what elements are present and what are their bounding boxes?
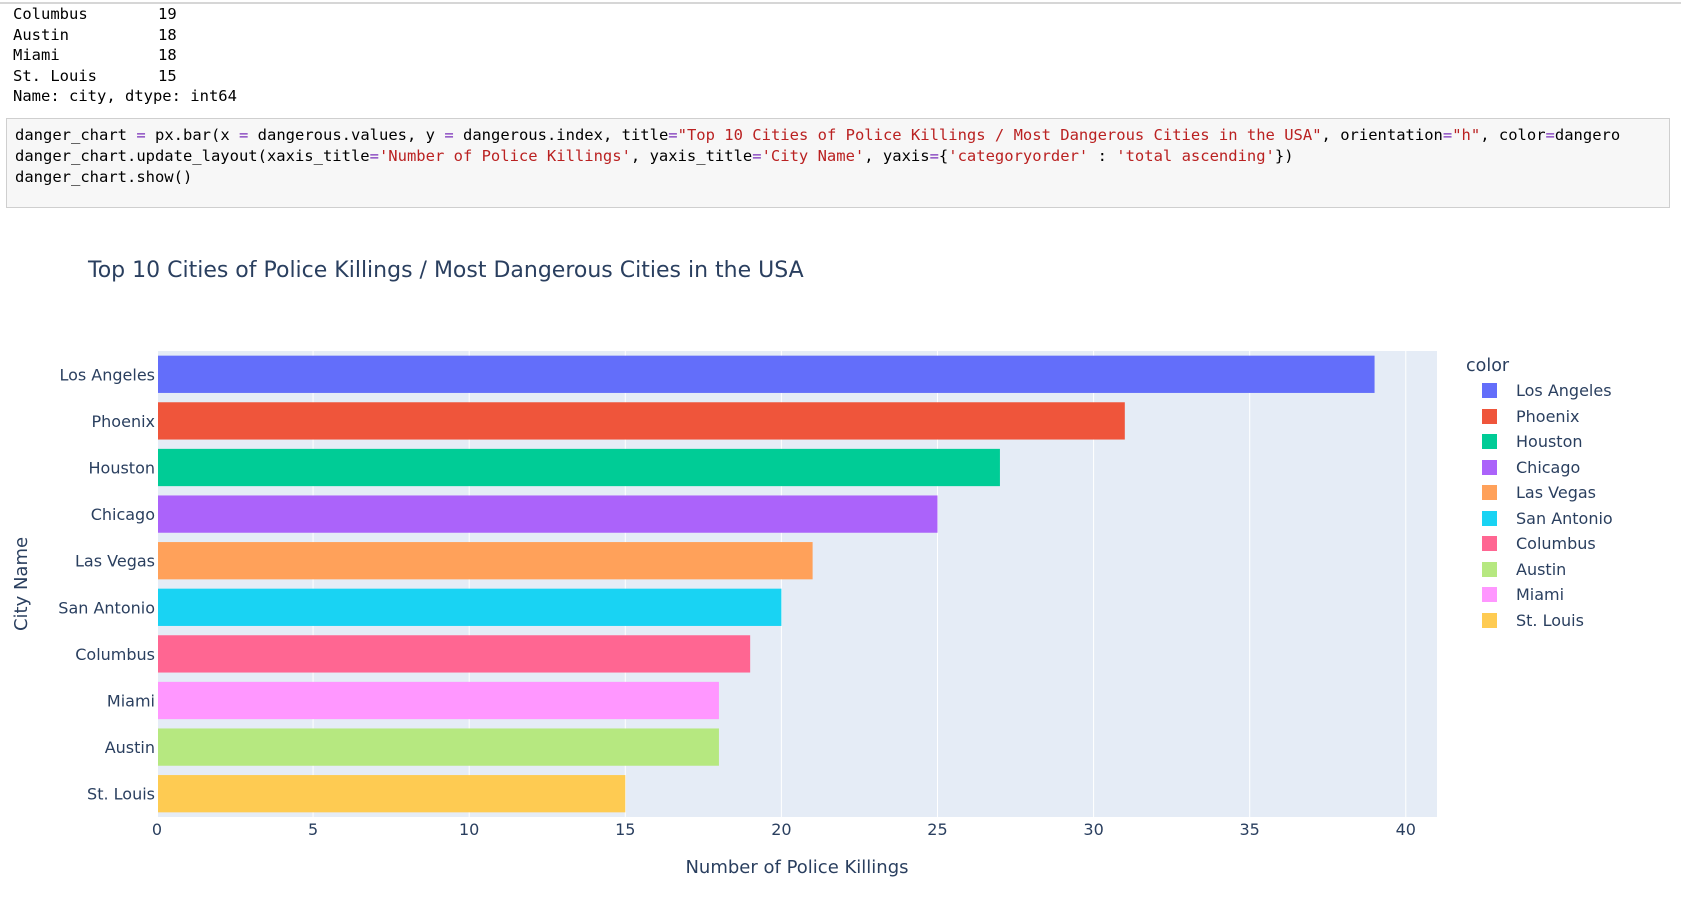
- legend-swatch: [1482, 510, 1497, 526]
- y-tick-label: San Antonio: [58, 598, 155, 617]
- bar: [157, 402, 1125, 440]
- legend-swatch: [1482, 408, 1497, 424]
- legend-swatch: [1482, 434, 1497, 450]
- y-axis-title: City Name: [11, 537, 32, 631]
- legend-label: Las Vegas: [1516, 483, 1596, 503]
- bar: [157, 681, 719, 720]
- y-tick-label: Austin: [105, 738, 155, 757]
- legend-label: Austin: [1516, 559, 1567, 579]
- output-city: St. Louis: [13, 66, 97, 85]
- chart-legend: color Los Angeles Phoenix Houston Chicago La…: [1466, 354, 1613, 633]
- bar: [157, 728, 719, 766]
- legend-item[interactable]: Houston: [1466, 429, 1613, 455]
- legend-swatch: [1482, 561, 1497, 577]
- output-value: 15: [158, 66, 177, 85]
- legend-swatch: [1482, 587, 1497, 603]
- cell-divider: [0, 2, 1681, 4]
- x-tick-label: 30: [1083, 820, 1103, 839]
- output-value: 18: [158, 25, 177, 44]
- bar: [157, 775, 626, 813]
- code-line-1[interactable]: danger_chart = px.bar(x = dangerous.valu…: [15, 126, 1621, 144]
- code-line-3[interactable]: danger_chart.show(): [15, 168, 193, 186]
- code-line-2[interactable]: danger_chart.update_layout(xaxis_title='…: [15, 147, 1294, 165]
- bar: [157, 588, 782, 626]
- legend-item[interactable]: Miami: [1466, 582, 1613, 608]
- x-axis-title: Number of Police Killings: [685, 857, 908, 878]
- x-tick-label: 10: [459, 820, 479, 839]
- output-city: Miami: [13, 46, 60, 64]
- legend-label: Houston: [1516, 432, 1583, 452]
- series-output: Columbus 19 Austin 18 Miami 18 St. Louis…: [13, 4, 613, 107]
- bar: [157, 355, 1375, 393]
- output-city: Austin: [13, 25, 69, 44]
- output-row: Miami 18: [13, 45, 613, 66]
- y-tick-label: St. Louis: [87, 785, 155, 804]
- legend-swatch: [1482, 485, 1497, 501]
- bar: [157, 495, 938, 533]
- output-row: St. Louis 15: [13, 66, 613, 87]
- legend-item[interactable]: Chicago: [1466, 455, 1613, 481]
- legend-swatch: [1482, 459, 1497, 475]
- legend-swatch: [1482, 612, 1497, 628]
- output-value: 19: [158, 5, 177, 23]
- x-tick-label: 25: [927, 820, 947, 839]
- chart-title: Top 10 Cities of Police Killings / Most …: [88, 258, 804, 283]
- y-tick-label: Phoenix: [92, 412, 155, 431]
- output-value: 18: [158, 46, 177, 64]
- code-cell-input[interactable]: danger_chart = px.bar(x = dangerous.valu…: [6, 118, 1670, 208]
- output-row: Austin 18: [13, 25, 613, 46]
- x-tick-label: 35: [1240, 820, 1260, 839]
- y-tick-label: Chicago: [91, 505, 155, 524]
- legend-item[interactable]: Austin: [1466, 557, 1613, 583]
- y-tick-label: Columbus: [75, 645, 155, 664]
- legend-label: Chicago: [1516, 457, 1581, 477]
- bar: [157, 542, 813, 580]
- y-tick-label: Los Angeles: [59, 365, 155, 384]
- legend-label: Columbus: [1516, 534, 1596, 554]
- output-row: Columbus 19: [13, 4, 613, 25]
- legend-label: Los Angeles: [1516, 381, 1612, 401]
- x-tick-label: 15: [615, 820, 635, 839]
- legend-label: St. Louis: [1516, 610, 1584, 630]
- legend-item[interactable]: Phoenix: [1466, 404, 1613, 430]
- legend-item[interactable]: Columbus: [1466, 531, 1613, 557]
- legend-swatch: [1482, 536, 1497, 552]
- y-tick-label: Miami: [107, 692, 155, 711]
- x-tick-label: 0: [152, 820, 162, 839]
- x-tick-label: 20: [771, 820, 791, 839]
- legend-item[interactable]: Los Angeles: [1466, 378, 1613, 404]
- legend-item[interactable]: Las Vegas: [1466, 480, 1613, 506]
- x-tick-label: 40: [1396, 820, 1416, 839]
- y-tick-label: Las Vegas: [75, 552, 155, 571]
- x-tick-label: 5: [308, 820, 318, 839]
- legend-title: color: [1466, 356, 1510, 376]
- legend-item[interactable]: St. Louis: [1466, 608, 1613, 634]
- legend-swatch: [1482, 383, 1497, 399]
- legend-label: Miami: [1516, 585, 1565, 605]
- bar: [157, 448, 1000, 487]
- bar: [157, 635, 751, 673]
- y-tick-label: Houston: [89, 459, 156, 478]
- legend-item[interactable]: San Antonio: [1466, 506, 1613, 532]
- output-city: Columbus: [13, 5, 88, 23]
- legend-label: Phoenix: [1516, 406, 1580, 426]
- output-dtype-footer: Name: city, dtype: int64: [13, 87, 237, 105]
- legend-label: San Antonio: [1516, 508, 1613, 528]
